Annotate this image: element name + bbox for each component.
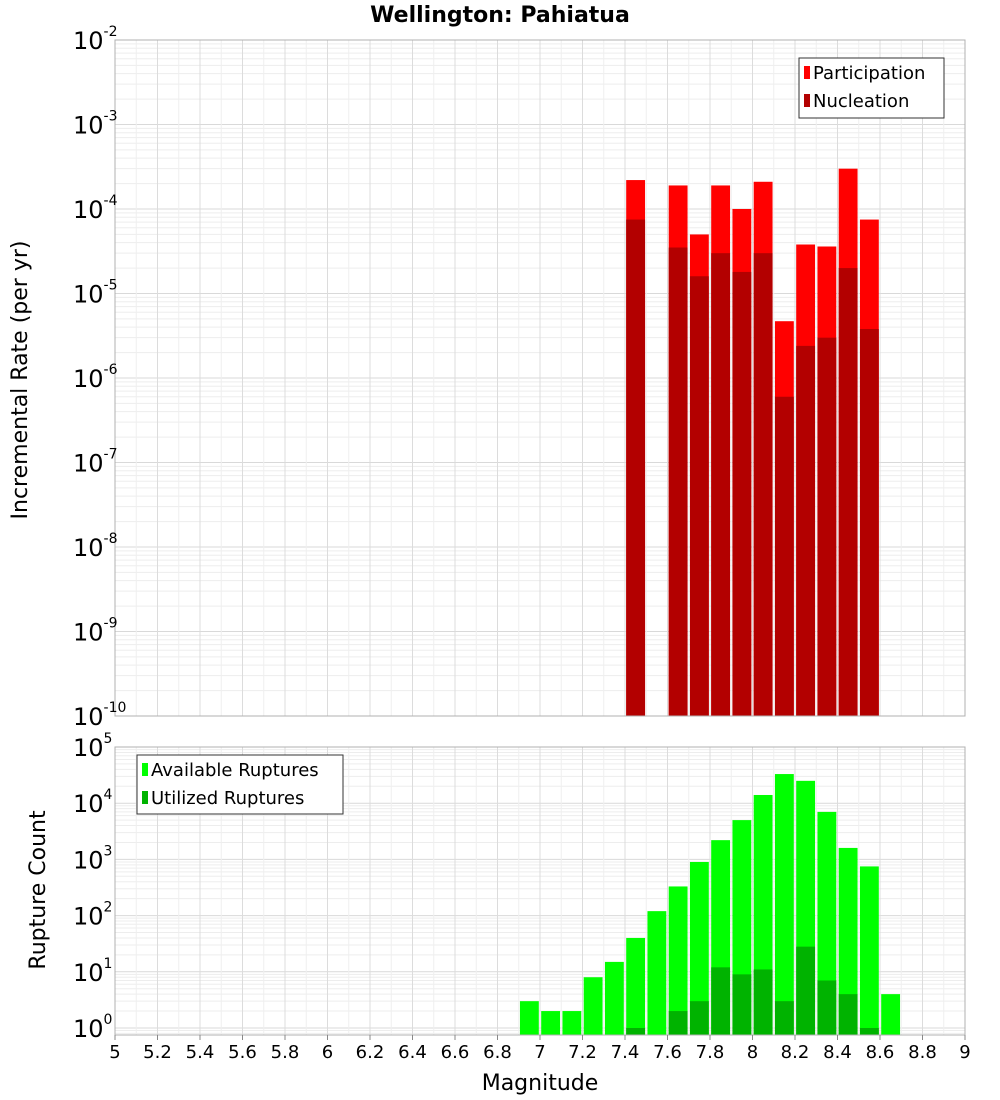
- legend-box: [798, 57, 945, 119]
- bar-utilized: [668, 1011, 688, 1035]
- y-tick-label: 10-10: [73, 700, 126, 731]
- bar-available: [583, 977, 603, 1035]
- bar-available: [668, 886, 688, 1035]
- bar-available: [859, 866, 879, 1035]
- legend-swatch: [142, 791, 148, 804]
- x-tick-label: 7.8: [696, 1042, 725, 1063]
- legend-swatch: [804, 94, 810, 107]
- y-tick-label: 101: [73, 956, 112, 987]
- legend-label: Nucleation: [813, 91, 909, 112]
- bar-utilized: [796, 946, 816, 1035]
- x-tick-label: 8: [747, 1042, 758, 1063]
- y-tick-label: 10-7: [73, 447, 118, 478]
- y-tick-label: 10-5: [73, 278, 118, 309]
- x-tick-label: 6.6: [441, 1042, 470, 1063]
- bottom-y-axis-label: Rupture Count: [26, 810, 51, 970]
- x-tick-label: 7.6: [653, 1042, 682, 1063]
- bar-available: [838, 847, 858, 1035]
- bar-available: [881, 994, 901, 1035]
- bar-nucleation: [668, 247, 688, 716]
- bar-utilized: [838, 994, 858, 1035]
- legend-swatch: [804, 66, 810, 79]
- legend-label: Utilized Ruptures: [151, 788, 304, 809]
- bar-utilized: [753, 969, 773, 1035]
- x-tick-label: 7.2: [568, 1042, 597, 1063]
- bar-available: [647, 911, 667, 1035]
- x-tick-label: 6.8: [483, 1042, 512, 1063]
- bar-nucleation: [817, 337, 837, 716]
- bar-nucleation: [796, 345, 816, 716]
- y-tick-label: 10-4: [73, 193, 118, 224]
- bar-utilized: [626, 1027, 646, 1035]
- y-tick-label: 10-6: [73, 362, 118, 393]
- bar-available: [541, 1011, 561, 1035]
- x-tick-label: 5.4: [186, 1042, 215, 1063]
- bar-available: [562, 1011, 582, 1035]
- legend-label: Participation: [813, 63, 925, 84]
- x-tick-label: 5.8: [271, 1042, 300, 1063]
- y-tick-label: 105: [73, 731, 112, 762]
- legend-label: Available Ruptures: [151, 760, 319, 781]
- bar-available: [774, 774, 794, 1035]
- y-tick-label: 10-8: [73, 531, 118, 562]
- x-tick-label: 8.2: [781, 1042, 810, 1063]
- y-tick-label: 100: [73, 1012, 112, 1043]
- bar-nucleation: [774, 396, 794, 716]
- plot-frame: [114, 39, 966, 717]
- y-tick-label: 104: [73, 787, 113, 818]
- bar-utilized: [711, 967, 731, 1035]
- top-y-axis-label: Incremental Rate (per yr): [8, 241, 33, 520]
- bar-utilized: [859, 1027, 879, 1035]
- x-tick-label: 5.2: [143, 1042, 172, 1063]
- bar-nucleation: [838, 268, 858, 716]
- bottom-panel: 100 101 102 103 104 105 Available Ruptures Util…: [73, 731, 971, 1063]
- x-tick-label: 6.2: [356, 1042, 385, 1063]
- bar-utilized: [774, 1001, 794, 1035]
- y-tick-label: 10-9: [73, 616, 118, 647]
- x-tick-label: 6.4: [398, 1042, 427, 1063]
- x-tick-label: 8.8: [908, 1042, 937, 1063]
- bar-nucleation: [711, 253, 731, 716]
- x-tick-label: 5.6: [228, 1042, 257, 1063]
- legend-box: [136, 754, 344, 815]
- chart-title: Wellington: Pahiatua: [370, 3, 630, 28]
- bar-nucleation: [626, 219, 646, 717]
- y-tick-label: 103: [73, 843, 112, 874]
- y-tick-label: 102: [73, 900, 112, 931]
- y-tick-label: 10-3: [73, 109, 118, 140]
- legend-swatch: [142, 763, 148, 776]
- bar-available: [689, 861, 709, 1035]
- x-tick-label: 6: [322, 1042, 333, 1063]
- x-tick-label: 8.6: [866, 1042, 895, 1063]
- bar-available: [626, 937, 646, 1035]
- x-tick-label: 7.4: [611, 1042, 640, 1063]
- x-axis-label: Magnitude: [482, 1071, 599, 1096]
- bar-utilized: [732, 974, 752, 1035]
- bar-available: [817, 811, 837, 1035]
- bar-nucleation: [753, 253, 773, 716]
- bar-nucleation: [689, 276, 709, 716]
- bar-utilized: [817, 980, 837, 1035]
- x-tick-label: 8.4: [823, 1042, 852, 1063]
- bar-available: [519, 1001, 539, 1035]
- bar-nucleation: [732, 271, 752, 716]
- x-tick-label: 7: [534, 1042, 545, 1063]
- top-panel: 10-10 10-9 10-8 10-7 10-6 10-5 10-4 10-3 10-2 Par…: [73, 24, 966, 731]
- bar-nucleation: [859, 329, 879, 716]
- x-tick-label: 9: [959, 1042, 970, 1063]
- bar-available: [604, 961, 624, 1035]
- bar-utilized: [689, 1001, 709, 1035]
- x-tick-label: 5: [109, 1042, 120, 1063]
- y-tick-label: 10-2: [73, 24, 118, 55]
